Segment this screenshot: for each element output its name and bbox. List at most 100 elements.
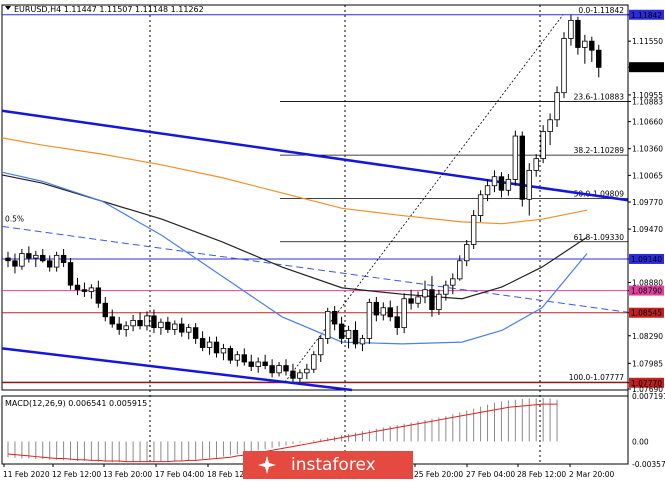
- price-axis-label: 1.09140: [631, 255, 662, 264]
- price-highlight-box: [629, 377, 664, 388]
- channel-label: 0.5%: [5, 214, 24, 223]
- candle-body: [88, 287, 95, 292]
- candle-body: [248, 361, 254, 367]
- chart-title: EURUSD,H4 1.11447 1.11507 1.11148 1.1126…: [14, 5, 204, 14]
- candle-body: [477, 194, 484, 216]
- channel-mid-dashed-line: [1, 225, 629, 313]
- price-axis-label: 1.10065: [632, 171, 663, 180]
- price-axis-label: 1.08290: [632, 332, 663, 341]
- candle-body: [366, 301, 373, 339]
- title-dropdown-icon: [5, 6, 11, 10]
- candle-body: [144, 315, 150, 327]
- candle-body: [345, 329, 352, 339]
- candle-body: [116, 323, 122, 330]
- price-axis-label: 1.10660: [632, 118, 663, 127]
- time-axis-label: 2 Mar 20:00: [569, 470, 615, 479]
- watermark-badge: instaforex: [243, 451, 413, 479]
- time-axis-label: 18 Feb 12:00: [207, 470, 256, 479]
- candle-body: [206, 341, 213, 348]
- candle-body: [505, 179, 512, 191]
- candle-body: [26, 253, 32, 259]
- candle-body: [158, 321, 164, 329]
- candle-body: [470, 215, 477, 245]
- candle-body: [241, 354, 247, 363]
- candle-body: [40, 254, 46, 262]
- candle-body: [311, 354, 317, 370]
- price-axis-label: 1.09770: [632, 198, 663, 207]
- candle-body: [526, 169, 532, 200]
- fib-level-label: 50.0-1.09809: [574, 189, 625, 198]
- time-axis-label: 12 Feb 12:00: [52, 470, 101, 479]
- candle-body: [380, 307, 386, 316]
- candle-body: [359, 338, 366, 345]
- channel-lower-line: [1, 347, 353, 392]
- candle-body: [408, 298, 414, 304]
- candle-body: [12, 260, 18, 267]
- candle-body: [5, 257, 11, 262]
- price-axis-label: 1.09470: [632, 225, 663, 234]
- moving-average-orange: [1, 137, 588, 225]
- candle-body: [415, 296, 421, 304]
- candle-body: [262, 361, 268, 366]
- candle-body: [179, 323, 185, 333]
- macd-axis-label: -0.003578: [632, 460, 665, 469]
- candle-body: [457, 260, 463, 280]
- candle-body: [533, 158, 539, 171]
- candle-body: [429, 289, 435, 310]
- time-axis-label: 28 Feb 12:00: [517, 470, 566, 479]
- candle-body: [373, 301, 380, 316]
- candle-body: [589, 40, 595, 51]
- candle-body: [290, 370, 296, 379]
- time-axis-label: 13 Feb 20:00: [103, 470, 152, 479]
- moving-average-lightblue: [1, 171, 588, 345]
- price-highlight-box: [629, 253, 664, 264]
- candle-body: [151, 315, 157, 329]
- candle-body: [192, 327, 199, 339]
- candle-body: [276, 365, 282, 374]
- price-axis-label: 1.11550: [632, 37, 663, 46]
- price-axis-label: 1.11262: [631, 63, 662, 72]
- candle-body: [137, 320, 143, 327]
- candle-body: [199, 338, 206, 348]
- candle-body: [60, 254, 67, 263]
- fib-level-label: 100.0-1.07777: [569, 373, 624, 382]
- fib-level-label: 61.8-1.09330: [574, 233, 625, 242]
- candle-body: [540, 131, 546, 160]
- candle-body: [338, 323, 345, 339]
- candle-body: [394, 316, 400, 329]
- candle-body: [74, 284, 81, 291]
- candle-body: [352, 329, 359, 345]
- candle-body: [554, 92, 560, 121]
- candle-body: [102, 302, 108, 318]
- instaforex-logo-icon: [258, 456, 276, 474]
- macd-signal-line: [7, 403, 558, 463]
- candle-body: [484, 185, 491, 196]
- price-axis-label: 1.08545: [631, 309, 662, 318]
- candle-body: [568, 19, 574, 39]
- candle-body: [185, 327, 192, 333]
- candle-body: [436, 293, 442, 310]
- fib-level-label: 0.0-1.11842: [578, 6, 624, 15]
- price-axis-label: 1.08790: [631, 287, 662, 296]
- candle-body: [269, 365, 275, 374]
- price-highlight-box: [629, 62, 664, 73]
- candle-body: [165, 321, 171, 330]
- time-axis-label: 11 Feb 2020: [3, 470, 50, 479]
- price-highlight-box: [629, 9, 664, 20]
- candle-body: [53, 254, 60, 268]
- candle-body: [331, 310, 338, 325]
- candle-body: [450, 278, 456, 286]
- price-axis-label: 1.10360: [632, 145, 663, 154]
- candle-body: [123, 325, 129, 330]
- price-axis-label: 1.07690: [632, 385, 663, 394]
- candle-body: [498, 176, 505, 191]
- candle-body: [561, 38, 567, 94]
- candle-body: [172, 323, 178, 330]
- main-panel-frame: [1, 4, 629, 391]
- candle-body: [220, 348, 227, 354]
- candle-body: [387, 307, 393, 318]
- fib-trend-dotted-line: [284, 14, 564, 383]
- candle-body: [575, 19, 581, 48]
- macd-label: MACD(12,26,9) 0.006541 0.005915: [5, 399, 147, 408]
